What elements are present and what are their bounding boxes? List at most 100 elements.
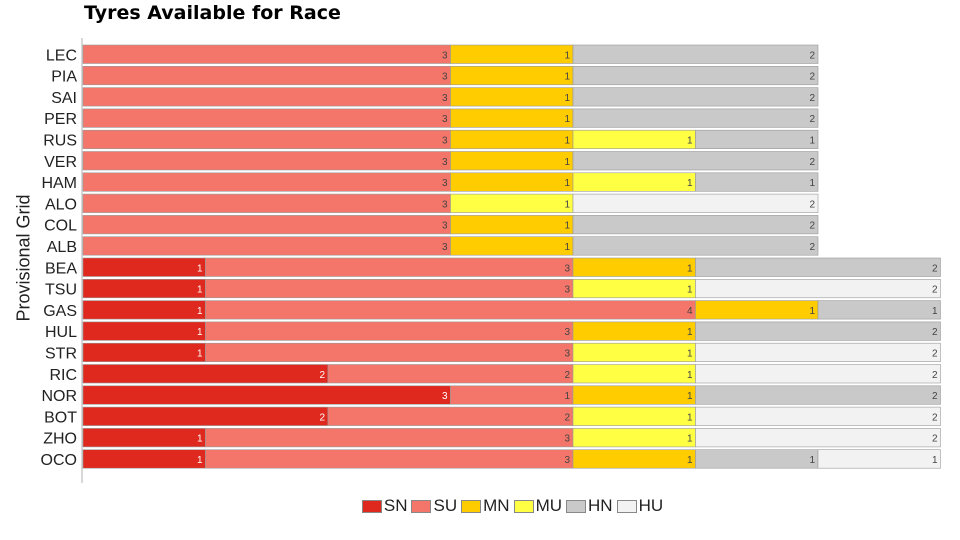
bar-value-label: 1 [687,178,693,189]
bar-value-label: 1 [687,455,693,466]
bar-value-label: 3 [442,114,448,125]
bar-segment [572,215,819,235]
bar-segment [817,449,941,469]
legend-label: MN [483,496,510,515]
bar-value-label: 2 [932,327,938,338]
bar-value-label: 2 [809,157,815,168]
legend-swatch [461,499,482,513]
bar-value-label: 3 [564,263,570,274]
bar-value-label: 4 [687,306,693,317]
bar-segment [82,364,329,384]
bar-segment [695,342,941,363]
bar-value-label: 2 [932,285,938,296]
bar-value-label: 2 [809,114,815,125]
bar-segment [695,300,819,320]
bar-value-label: 2 [932,434,938,445]
legend-label: SU [433,496,458,515]
bar-segment [205,342,574,363]
bar-segment [572,193,819,213]
bar-segment [450,172,574,192]
bar-value-label: 1 [932,455,938,466]
legend-item: HN [566,496,613,516]
legend-label: HN [588,496,613,515]
bar-value-label: 1 [687,391,693,402]
bar-segment [572,129,696,149]
bar-segment [572,406,696,426]
bar-segment [572,236,819,256]
bar-segment [695,428,941,448]
bar-segment [82,151,451,171]
bar-segment [82,66,451,86]
bar-value-label: 2 [809,93,815,104]
bar-segment [572,449,696,469]
bar-value-label: 1 [564,199,570,210]
bar-value-label: 3 [442,178,448,189]
bar-segment [572,428,696,448]
bar-value-label: 3 [442,221,448,232]
y-tick-label: PER [44,111,77,128]
bar-segment [82,385,451,405]
bar-segment [572,321,696,341]
bar-value-label: 3 [442,242,448,253]
y-tick-label: BEA [45,260,77,277]
bar-segment [695,257,941,277]
bar-value-label: 1 [564,93,570,104]
bar-segment [695,129,819,149]
bar-segment [572,257,696,277]
bar-value-label: 2 [932,412,938,423]
bar-segment [572,172,696,192]
bar-segment [82,215,451,235]
bar-value-label: 3 [564,327,570,338]
bar-value-label: 3 [564,455,570,466]
bar-value-label: 1 [564,114,570,125]
y-tick-label: COL [44,218,77,235]
y-tick-label: GAS [43,303,77,320]
bar-value-label: 1 [564,221,570,232]
bar-value-label: 2 [932,348,938,359]
legend-item: MN [461,496,510,516]
bar-segment [327,364,574,384]
y-tick-label: HAM [41,175,77,192]
bar-value-label: 2 [319,370,325,381]
bar-segment [82,342,206,363]
bar-segment [817,300,941,320]
bar-value-label: 1 [809,306,815,317]
bar-value-label: 1 [687,348,693,359]
y-tick-label: PIA [51,69,77,86]
y-tick-label: NOR [41,388,77,405]
bar-segment [695,449,819,469]
bar-segment [695,406,941,426]
bar-value-label: 3 [442,135,448,146]
bar-value-label: 1 [197,327,203,338]
legend-swatch [361,499,382,513]
bar-segment [205,428,574,448]
bar-segment [695,385,941,405]
bar-segment [450,129,574,149]
bar-value-label: 1 [809,178,815,189]
bar-value-label: 3 [564,348,570,359]
legend-swatch [513,499,534,513]
bar-value-label: 3 [442,50,448,61]
bar-value-label: 2 [809,50,815,61]
bar-value-label: 3 [564,434,570,445]
y-tick-label: BOT [44,409,77,426]
y-tick-label: VER [44,154,77,171]
bar-segment [695,364,941,384]
bar-value-label: 1 [564,242,570,253]
bar-value-label: 1 [809,135,815,146]
y-tick-label: STR [45,345,77,362]
bar-value-label: 1 [932,306,938,317]
bar-value-label: 1 [687,370,693,381]
legend-swatch [566,499,587,513]
bar-value-label: 1 [687,434,693,445]
y-tick-label: OCO [41,452,77,469]
bar-value-label: 2 [809,199,815,210]
bar-value-label: 1 [687,327,693,338]
bar-segment [82,449,206,469]
bar-value-label: 2 [932,370,938,381]
bar-segment [82,278,206,299]
y-tick-label: HUL [45,324,77,341]
bar-segment [450,236,574,256]
bar-value-label: 3 [442,93,448,104]
bar-value-label: 2 [809,72,815,83]
